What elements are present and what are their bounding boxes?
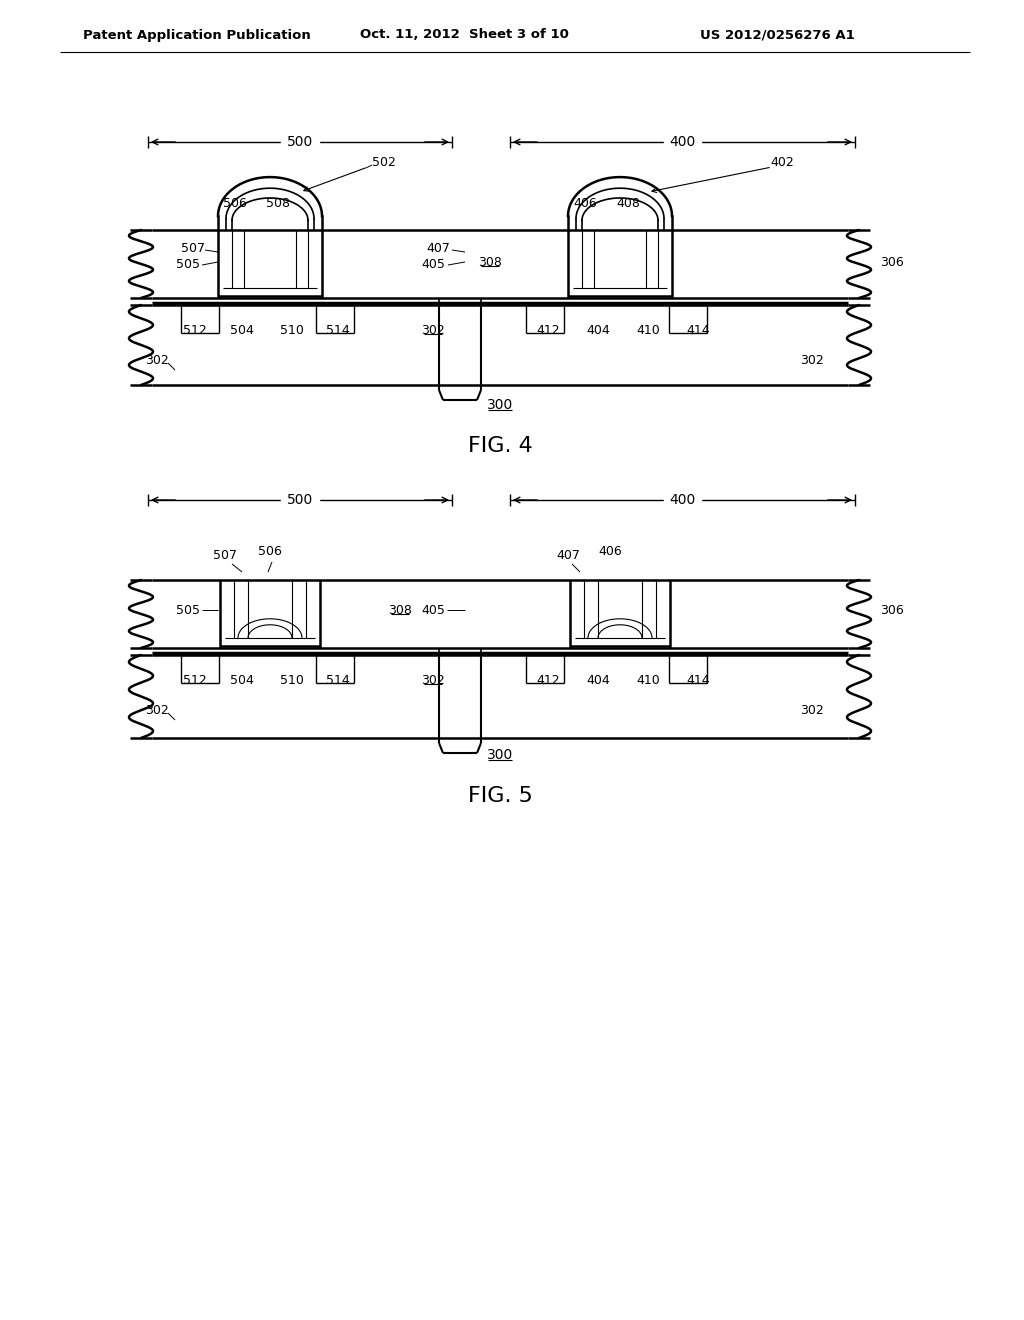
Text: 407: 407 [426, 242, 450, 255]
Text: 504: 504 [230, 673, 254, 686]
Text: Patent Application Publication: Patent Application Publication [83, 29, 310, 41]
Text: 400: 400 [670, 492, 695, 507]
Text: 500: 500 [287, 135, 313, 149]
Text: 414: 414 [686, 673, 710, 686]
Text: FIG. 4: FIG. 4 [468, 436, 532, 455]
Text: 302: 302 [145, 354, 169, 367]
Text: 507: 507 [213, 549, 237, 562]
Text: 308: 308 [388, 603, 412, 616]
Text: 510: 510 [280, 673, 304, 686]
Text: 514: 514 [326, 673, 350, 686]
Text: 514: 514 [326, 323, 350, 337]
Text: 308: 308 [478, 256, 502, 268]
Text: 504: 504 [230, 323, 254, 337]
Text: 300: 300 [486, 399, 513, 412]
Text: 402: 402 [770, 156, 794, 169]
Text: 406: 406 [573, 197, 597, 210]
Text: 405: 405 [421, 603, 445, 616]
Text: 302: 302 [145, 704, 169, 717]
Text: 406: 406 [598, 545, 622, 558]
Text: 302: 302 [421, 323, 444, 337]
Text: 302: 302 [421, 673, 444, 686]
Text: 412: 412 [537, 323, 560, 337]
Text: 404: 404 [586, 673, 610, 686]
Text: 405: 405 [421, 259, 445, 272]
Text: 508: 508 [266, 197, 290, 210]
Text: 302: 302 [800, 704, 823, 717]
Text: 300: 300 [486, 748, 513, 762]
Text: 306: 306 [880, 603, 904, 616]
Text: Oct. 11, 2012  Sheet 3 of 10: Oct. 11, 2012 Sheet 3 of 10 [360, 29, 569, 41]
Text: 407: 407 [556, 549, 580, 562]
Text: FIG. 5: FIG. 5 [468, 785, 532, 807]
Text: 404: 404 [586, 323, 610, 337]
Text: 302: 302 [800, 354, 823, 367]
Text: 408: 408 [616, 197, 640, 210]
Text: 412: 412 [537, 673, 560, 686]
Text: 414: 414 [686, 323, 710, 337]
Text: 410: 410 [636, 323, 659, 337]
Text: 502: 502 [372, 156, 396, 169]
Text: 306: 306 [880, 256, 904, 268]
Text: 512: 512 [183, 323, 207, 337]
Text: US 2012/0256276 A1: US 2012/0256276 A1 [700, 29, 855, 41]
Text: 505: 505 [176, 259, 200, 272]
Text: 400: 400 [670, 135, 695, 149]
Text: 510: 510 [280, 323, 304, 337]
Text: 512: 512 [183, 673, 207, 686]
Text: 507: 507 [181, 242, 205, 255]
Text: 506: 506 [258, 545, 282, 558]
Text: 500: 500 [287, 492, 313, 507]
Text: 410: 410 [636, 673, 659, 686]
Text: 506: 506 [223, 197, 247, 210]
Text: 505: 505 [176, 603, 200, 616]
